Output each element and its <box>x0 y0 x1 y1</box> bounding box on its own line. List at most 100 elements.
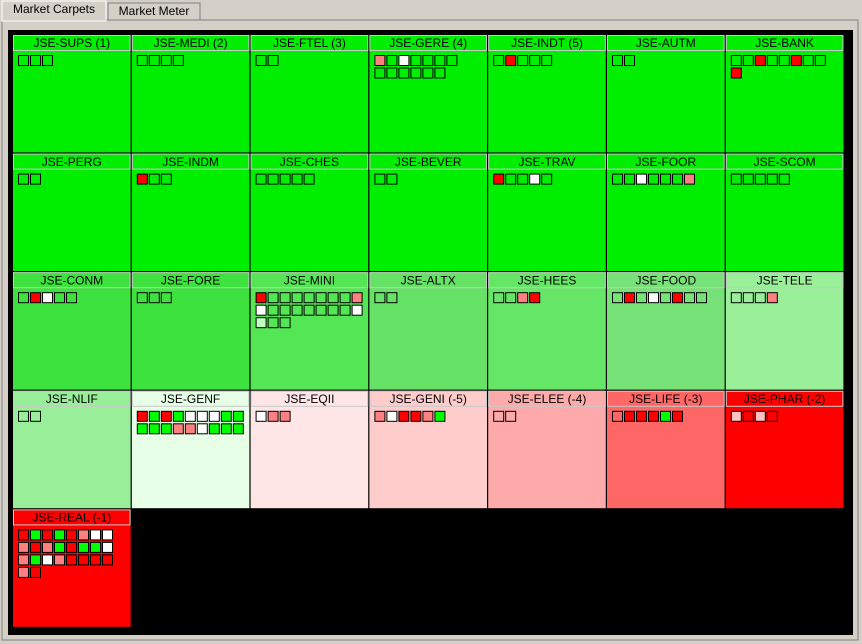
stock-cell <box>232 410 244 422</box>
tile-label: JSE-REAL (-1) <box>32 511 111 525</box>
stock-cell <box>410 410 422 422</box>
stock-cell <box>636 173 647 185</box>
stock-cell <box>30 566 41 578</box>
tile-label: JSE-INDM <box>162 155 219 169</box>
tab[interactable] <box>107 2 201 21</box>
stock-cell <box>493 292 505 304</box>
stock-cell <box>172 423 184 435</box>
tile-body <box>250 153 369 271</box>
stock-cell <box>18 173 29 185</box>
stock-cell <box>148 292 160 304</box>
stock-cell <box>410 55 422 66</box>
stock-cell <box>422 410 434 422</box>
tile: JSE-BANK <box>725 35 844 153</box>
stock-cell <box>422 67 434 79</box>
tile: JSE-TELE <box>725 272 844 390</box>
stock-cell <box>30 173 41 185</box>
tile-body <box>607 272 725 390</box>
stock-cell <box>493 55 505 66</box>
tile-header <box>488 272 606 289</box>
stock-cell <box>374 410 386 422</box>
stock-cell <box>160 55 172 66</box>
stock-cell <box>529 173 541 185</box>
tab-label[interactable]: Market Meter <box>119 4 190 18</box>
tile-body <box>369 35 487 153</box>
stock-cell <box>148 423 160 435</box>
stock-cell <box>648 410 659 422</box>
stock-cell <box>790 55 802 66</box>
tile-body <box>131 153 250 271</box>
stock-cell <box>754 410 766 422</box>
stock-cell <box>303 173 315 185</box>
tile-label: JSE-GERE (4) <box>389 36 467 50</box>
stock-cell <box>42 554 53 566</box>
tile-header <box>250 35 369 51</box>
tile-header <box>250 272 369 289</box>
stock-cell <box>624 55 635 66</box>
tile-header <box>607 153 725 170</box>
tab-active[interactable] <box>1 0 107 22</box>
tile-label: JSE-GENI (-5) <box>390 392 467 406</box>
stock-cell <box>802 55 814 66</box>
stock-cell <box>398 55 410 66</box>
tile: JSE-CONM <box>13 272 131 390</box>
tile-header <box>725 35 844 51</box>
tile-label: JSE-TRAV <box>518 155 575 169</box>
tile-header <box>13 509 131 526</box>
tile-header <box>607 390 725 407</box>
stock-cell <box>505 55 517 66</box>
stock-cell <box>279 292 291 304</box>
tile-body <box>725 390 844 509</box>
tile-header <box>131 153 250 170</box>
stock-cell <box>148 55 160 66</box>
tile: JSE-FOOR <box>607 153 725 271</box>
tile: JSE-AUTM <box>607 35 725 153</box>
stock-cell <box>754 55 766 66</box>
stock-cell <box>386 55 398 66</box>
tile-label: JSE-PHAR (-2) <box>744 392 825 406</box>
stock-cell <box>505 173 517 185</box>
stock-cell <box>529 55 541 66</box>
stock-cell <box>291 304 303 316</box>
stock-cell <box>303 304 315 316</box>
tile-label: JSE-FOOD <box>635 273 696 287</box>
tab-label[interactable]: Market Carpets <box>13 2 95 16</box>
stock-cell <box>696 292 707 304</box>
stock-cell <box>766 410 778 422</box>
stock-cell <box>730 67 742 79</box>
stock-cell <box>398 67 410 79</box>
stock-cell <box>90 529 101 541</box>
stock-cell <box>172 410 184 422</box>
stock-cell <box>754 173 766 185</box>
tile-body <box>488 390 606 509</box>
tile-header <box>488 390 606 407</box>
tile-label: JSE-FORE <box>161 273 220 287</box>
stock-cell <box>624 173 635 185</box>
stock-cell <box>766 55 778 66</box>
stock-cell <box>493 410 505 422</box>
stock-cell <box>66 554 77 566</box>
tile-body <box>369 390 487 509</box>
stock-cell <box>42 541 53 553</box>
tile-body <box>607 390 725 509</box>
stock-cell <box>410 67 422 79</box>
stock-cell <box>255 317 267 329</box>
tile-label: JSE-PERG <box>42 155 102 169</box>
stock-cell <box>742 55 754 66</box>
tile: JSE-INDT (5) <box>488 35 606 153</box>
stock-cell <box>493 173 505 185</box>
stock-cell <box>160 410 172 422</box>
tile-label: JSE-SUPS (1) <box>33 36 110 50</box>
tile: JSE-TRAV <box>488 153 606 271</box>
tile: JSE-LIFE (-3) <box>607 390 725 509</box>
stock-cell <box>517 292 529 304</box>
stock-cell <box>90 541 101 553</box>
tile: JSE-GENF <box>131 390 250 509</box>
tile-label: JSE-BEVER <box>395 155 462 169</box>
stock-cell <box>255 410 267 422</box>
stock-cell <box>102 541 113 553</box>
stock-cell <box>136 410 148 422</box>
tile-header <box>725 390 844 407</box>
stock-cell <box>636 292 647 304</box>
tile-header <box>250 390 369 407</box>
